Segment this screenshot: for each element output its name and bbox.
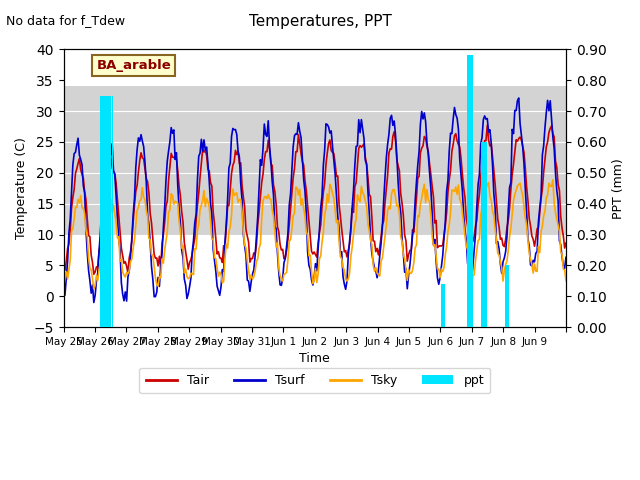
Bar	[481, 142, 483, 327]
Bar	[106, 96, 108, 327]
Bar	[108, 96, 109, 327]
Bar	[506, 265, 508, 327]
Bar	[484, 142, 485, 327]
Bar	[467, 56, 468, 327]
Bar	[508, 265, 509, 327]
Bar	[442, 284, 444, 327]
Y-axis label: Temperature (C): Temperature (C)	[15, 137, 28, 239]
Bar	[470, 56, 471, 327]
Bar	[109, 96, 110, 327]
Bar	[468, 56, 470, 327]
Bar	[104, 96, 105, 327]
Bar	[472, 56, 474, 327]
Bar	[105, 96, 106, 327]
Bar	[63, 86, 566, 235]
Text: Temperatures, PPT: Temperatures, PPT	[248, 14, 392, 29]
Bar	[111, 96, 113, 327]
Bar	[101, 96, 102, 327]
Bar	[485, 142, 486, 327]
Bar	[505, 265, 506, 327]
Text: BA_arable: BA_arable	[96, 59, 171, 72]
Bar	[100, 96, 101, 327]
Bar	[102, 96, 104, 327]
Legend: Tair, Tsurf, Tsky, ppt: Tair, Tsurf, Tsky, ppt	[140, 368, 490, 393]
Bar	[444, 284, 445, 327]
Bar	[483, 142, 484, 327]
X-axis label: Time: Time	[300, 352, 330, 365]
Y-axis label: PPT (mm): PPT (mm)	[612, 158, 625, 218]
Text: No data for f_Tdew: No data for f_Tdew	[6, 14, 125, 27]
Bar	[441, 284, 442, 327]
Bar	[110, 96, 111, 327]
Bar	[471, 56, 472, 327]
